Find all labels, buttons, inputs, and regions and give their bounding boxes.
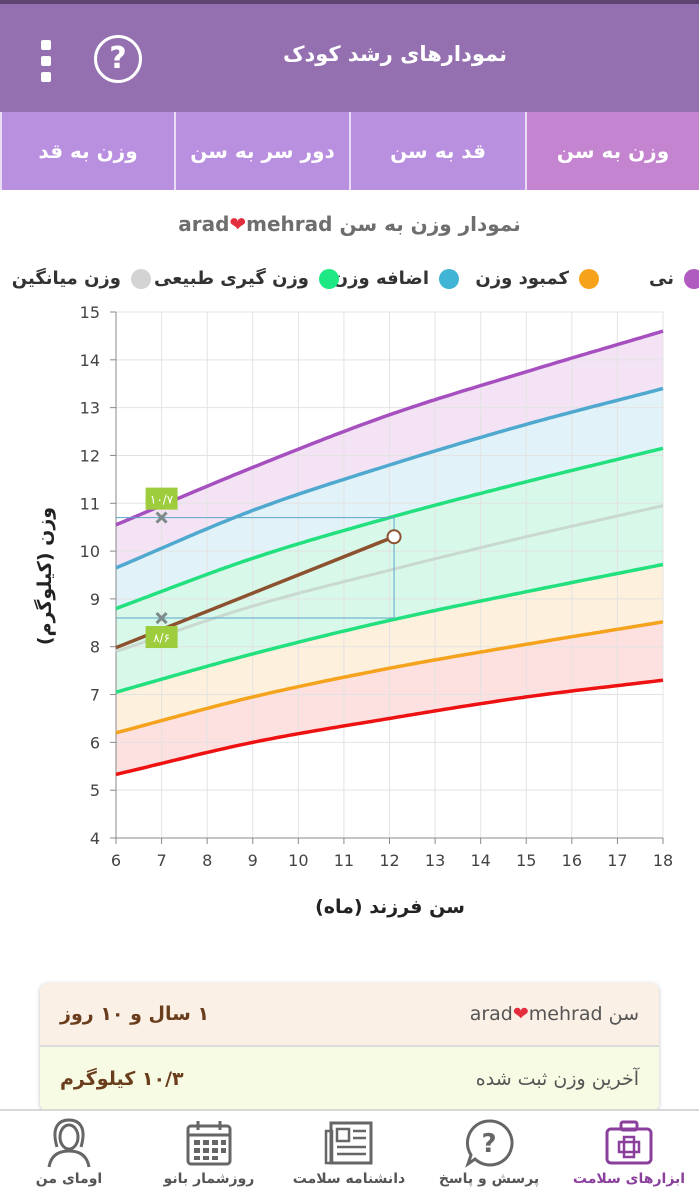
y-tick-label: 12	[80, 446, 100, 465]
x-tick-label: 12	[379, 851, 399, 870]
marker-label: ۱۰/۷	[150, 493, 174, 507]
x-tick-label: 15	[516, 851, 536, 870]
nav-label: روزشمار بانو	[163, 1171, 255, 1187]
newspaper-icon	[324, 1121, 373, 1165]
legend-item-underweight[interactable]: کمبود وزن	[475, 268, 599, 289]
nav-label: دانشنامه سلامت	[292, 1171, 406, 1187]
woman-avatar-icon	[47, 1118, 91, 1168]
x-tick-label: 16	[562, 851, 582, 870]
weight-for-age-chart: 6 7 8 9 10 11 12 13 14 15 16 17 18 4 5 6 7 8 9 10 11 12 13 14 15…	[80, 303, 674, 870]
y-tick-label: 15	[80, 303, 100, 322]
nav-health-tools[interactable]: ابزارهای سلامت	[559, 1111, 699, 1200]
y-tick-label: 6	[90, 733, 100, 752]
heart-icon: ❤	[229, 212, 247, 236]
x-axis-label: سن فرزند (ماه)	[315, 896, 465, 918]
tab-head-for-age[interactable]: دور سر به سن	[174, 112, 349, 190]
marker-label: ۸/۶	[153, 631, 170, 645]
marker-badge	[145, 487, 178, 510]
reference-curve-6	[115, 678, 664, 777]
x-tick-label: 18	[653, 851, 673, 870]
more-vert-icon[interactable]	[38, 38, 54, 84]
reference-curve-5	[115, 620, 664, 735]
nav-label: پرسش و پاسخ	[438, 1171, 540, 1187]
x-tick-label: 11	[334, 851, 354, 870]
status-bar	[0, 0, 699, 4]
reference-curve-0	[115, 329, 664, 527]
child-name-a: arad	[178, 212, 230, 236]
nav-label: ابزارهای سلامت	[572, 1171, 686, 1187]
y-tick-label: 10	[80, 542, 100, 561]
legend-item-severe[interactable]: نی	[649, 268, 699, 289]
nav-my-oma[interactable]: اومای من	[0, 1111, 139, 1200]
legend-dot-icon	[579, 268, 599, 289]
tab-height-for-age[interactable]: قد به سن	[349, 112, 525, 190]
nav-encyclopedia[interactable]: دانشنامه سلامت	[279, 1111, 419, 1200]
x-tick-label: 13	[425, 851, 445, 870]
age-row: سن arad❤mehrad ۱ سال و ۱۰ روز	[40, 983, 659, 1047]
legend-dot-icon	[131, 268, 151, 289]
y-tick-label: 7	[90, 686, 100, 705]
legend-label: اضافه وزن	[332, 268, 429, 289]
tab-weight-for-age[interactable]: وزن به سن	[525, 112, 699, 190]
y-tick-label: 11	[80, 494, 100, 513]
legend-item-normal[interactable]: وزن گیری طبیعی	[154, 268, 339, 289]
y-tick-label: 4	[90, 829, 100, 848]
legend-label: وزن میانگین	[11, 268, 121, 289]
legend-dot-icon	[319, 268, 339, 289]
marker-badge	[145, 626, 178, 649]
x-tick-label: 9	[248, 851, 258, 870]
last-weight-label: آخرین وزن ثبت شده	[475, 1068, 639, 1090]
nav-questions[interactable]: ? پرسش و پاسخ	[419, 1111, 559, 1200]
svg-text:?: ?	[481, 1129, 496, 1159]
legend-item-overweight[interactable]: اضافه وزن	[333, 268, 459, 289]
y-tick-label: 8	[90, 638, 100, 657]
chart-title-names: arad❤mehrad	[178, 212, 332, 236]
nav-calendar[interactable]: روزشمار بانو	[139, 1111, 279, 1200]
legend-dot-icon	[439, 268, 459, 289]
reference-curve-4	[115, 562, 664, 694]
question-bubble-icon: ?	[465, 1119, 514, 1168]
reference-curve-3	[115, 504, 664, 653]
page-title: نمودارهای رشد کودک	[282, 42, 507, 66]
y-tick-label: 14	[80, 351, 100, 370]
calendar-icon	[186, 1121, 232, 1166]
child-weight-point	[386, 529, 402, 545]
x-tick-label: 14	[470, 851, 490, 870]
chart-title: arad❤mehrad نمودار وزن به سن	[0, 212, 699, 236]
y-axis-label: وزن (کیلوگرم)	[34, 506, 56, 646]
last-weight-row: آخرین وزن ثبت شده ۱۰/۳ کیلوگرم	[40, 1047, 659, 1111]
x-tick-label: 8	[202, 851, 212, 870]
bottom-navigation: ابزارهای سلامت ? پرسش و پاسخ دانشنامه سل…	[0, 1109, 699, 1200]
chart-tabs: وزن به قد دور سر به سن قد به سن وزن به س…	[0, 112, 699, 190]
x-tick-label: 7	[156, 851, 166, 870]
marker-cross-icon	[155, 511, 168, 524]
legend-label: نی	[649, 268, 674, 289]
legend-label: وزن گیری طبیعی	[154, 268, 309, 289]
x-tick-label: 10	[288, 851, 308, 870]
age-label: سن arad❤mehrad	[469, 1003, 639, 1025]
marker-cross-icon	[155, 611, 168, 625]
y-tick-label: 13	[80, 399, 100, 418]
reference-curve-1	[115, 386, 664, 570]
nav-label: اومای من	[35, 1171, 103, 1187]
app-bar: ? نمودارهای رشد کودک	[0, 4, 699, 112]
chart-legend: نی کمبود وزن اضافه وزن وزن گیری طبیعی وز…	[0, 268, 699, 302]
last-weight-value: ۱۰/۳ کیلوگرم	[60, 1068, 184, 1090]
x-tick-label: 17	[607, 851, 627, 870]
y-tick-label: 9	[90, 590, 100, 609]
chart-title-prefix: نمودار وزن به سن	[339, 212, 521, 236]
first-aid-kit-icon	[605, 1120, 653, 1165]
legend-item-average[interactable]: وزن میانگین	[12, 268, 151, 289]
x-tick-label: 6	[111, 851, 121, 870]
age-value: ۱ سال و ۱۰ روز	[60, 1003, 210, 1025]
help-circle-icon[interactable]: ?	[94, 35, 142, 83]
legend-label: کمبود وزن	[475, 268, 569, 289]
summary-card: سن arad❤mehrad ۱ سال و ۱۰ روز آخرین وزن …	[40, 983, 659, 1111]
legend-dot-icon	[684, 268, 699, 289]
tab-weight-for-height[interactable]: وزن به قد	[0, 112, 174, 190]
y-tick-label: 5	[90, 781, 100, 800]
child-name-b: mehrad	[246, 212, 333, 236]
